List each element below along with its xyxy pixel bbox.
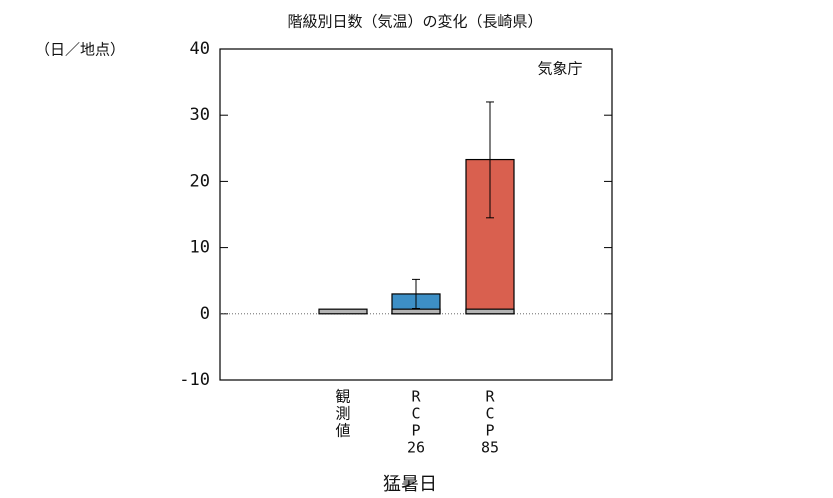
x-tick-label: 26 — [407, 439, 425, 457]
x-tick-label: 値 — [335, 422, 350, 440]
x-tick-label: 85 — [481, 439, 499, 457]
x-tick-label: P — [485, 422, 494, 440]
bar — [318, 308, 368, 315]
x-axis-label: 猛暑日 — [383, 474, 437, 495]
baseline-bar — [465, 308, 515, 315]
x-tick-label: 測 — [335, 405, 350, 423]
y-tick-label: 0 — [200, 304, 210, 324]
y-tick-label: -10 — [179, 370, 210, 390]
x-tick-label: C — [411, 405, 420, 423]
x-tick-label: C — [485, 405, 494, 423]
x-tick-label: R — [411, 388, 421, 406]
baseline-bar — [391, 308, 441, 315]
x-tick-label: R — [485, 388, 495, 406]
y-tick-label: 30 — [190, 105, 210, 125]
plot-frame — [219, 48, 613, 381]
y-tick-label: 10 — [190, 238, 210, 258]
annotation: 気象庁 — [537, 60, 582, 78]
chart-title: 階級別日数（気温）の変化（長崎県） — [287, 13, 542, 31]
y-tick-label: 40 — [190, 39, 210, 59]
x-tick-label: P — [411, 422, 420, 440]
y-unit: （日／地点） — [35, 41, 125, 59]
y-tick-label: 20 — [190, 171, 210, 191]
x-tick-label: 観 — [335, 388, 350, 406]
